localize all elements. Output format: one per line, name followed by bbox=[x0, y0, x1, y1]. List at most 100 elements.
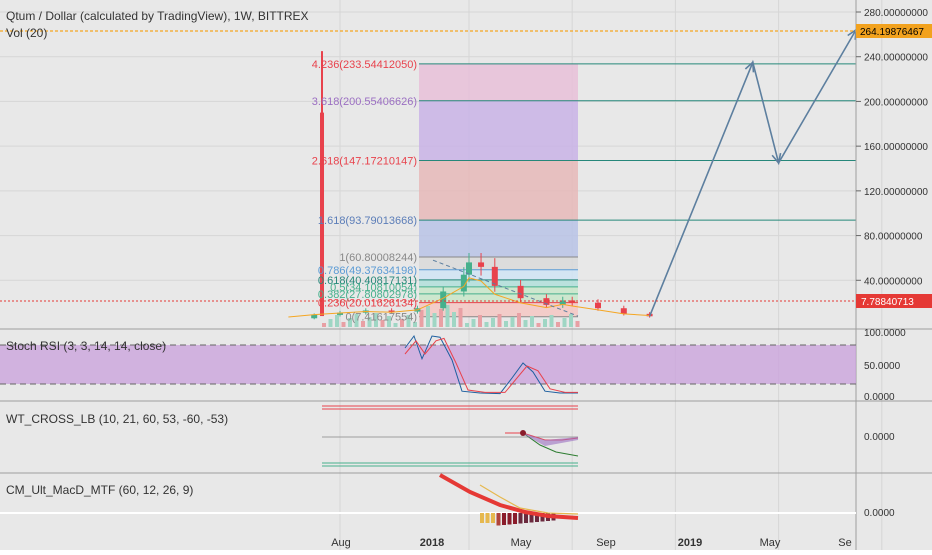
macd-bar bbox=[513, 513, 517, 524]
volume-bar bbox=[549, 315, 554, 327]
volume-bar bbox=[354, 314, 359, 327]
time-tick-label: Aug bbox=[331, 537, 351, 549]
wt-cross-label[interactable]: WT_CROSS_LB (10, 21, 60, 53, -60, -53) bbox=[6, 412, 228, 426]
fib-zone bbox=[419, 220, 578, 258]
target-badge-label: 264.19876467 bbox=[860, 27, 924, 38]
fib-label: 4.236(233.54412050) bbox=[312, 59, 417, 71]
volume-bar bbox=[471, 319, 476, 327]
stoch-tick-label: 50.0000 bbox=[864, 361, 901, 372]
time-axis: Aug 2018 May Sep 2019 May Se bbox=[331, 537, 852, 549]
price-tick-label: 80.00000000 bbox=[864, 232, 923, 243]
macd-label[interactable]: CM_Ult_MacD_MTF (60, 12, 26, 9) bbox=[6, 483, 193, 497]
candle-body bbox=[311, 314, 318, 319]
volume-bar bbox=[426, 306, 430, 327]
fib-zone bbox=[419, 293, 578, 303]
fib-zone bbox=[419, 100, 578, 161]
candle-body bbox=[337, 312, 343, 315]
macd-bar bbox=[480, 513, 484, 523]
volume-bar bbox=[491, 318, 495, 327]
price-tick-label: 240.00000000 bbox=[864, 53, 928, 64]
fib-label: 0.5(34.10810054) bbox=[330, 282, 417, 294]
time-tick-label: May bbox=[511, 537, 532, 549]
volume-bar bbox=[530, 316, 534, 327]
volume-bar bbox=[419, 310, 424, 327]
candle-body bbox=[466, 262, 472, 275]
macd-tick-label: 0.0000 bbox=[864, 508, 895, 519]
volume-bar bbox=[569, 314, 573, 327]
volume-bar bbox=[517, 313, 521, 327]
arrowhead bbox=[771, 152, 782, 165]
volume-bar bbox=[367, 317, 372, 327]
target-badge bbox=[856, 24, 932, 38]
volume-bar bbox=[361, 321, 365, 327]
candle-body bbox=[320, 112, 324, 317]
volume-bar bbox=[348, 318, 352, 327]
stoch-tick-label: 100.0000 bbox=[864, 328, 906, 339]
macd-bar bbox=[524, 513, 528, 523]
volume-bar bbox=[380, 320, 385, 327]
time-tick-label: Sep bbox=[596, 537, 616, 549]
price-tick-label: 120.00000000 bbox=[864, 187, 928, 198]
fib-label: 3.618(200.55406626) bbox=[312, 96, 417, 108]
wt-cross-dot bbox=[520, 430, 526, 436]
stoch-rsi-label[interactable]: Stoch RSI (3, 3, 14, 14, close) bbox=[6, 339, 166, 353]
stoch-rsi-lines bbox=[404, 334, 578, 395]
candle-body bbox=[569, 300, 576, 303]
volume-bar bbox=[445, 305, 450, 327]
candle-body bbox=[491, 266, 498, 286]
volume-bar bbox=[458, 308, 463, 327]
candle-body bbox=[595, 302, 601, 309]
fib-label: 0.382(27.80802978) bbox=[318, 289, 417, 301]
volume-bar bbox=[328, 319, 333, 327]
price-tick-label: 200.00000000 bbox=[864, 97, 928, 108]
macd-bar bbox=[485, 513, 490, 523]
wt-tick-label: 0.0000 bbox=[864, 432, 895, 443]
macd-bar bbox=[491, 513, 495, 523]
macd-bar bbox=[502, 513, 506, 525]
price-tick-label: 280.00000000 bbox=[864, 8, 928, 19]
time-tick-label: Se bbox=[838, 537, 851, 549]
candle-body bbox=[440, 291, 447, 309]
volume-label: Vol (20) bbox=[6, 26, 47, 40]
time-tick-label: 2019 bbox=[678, 537, 702, 549]
time-tick-label: 2018 bbox=[420, 537, 444, 549]
volume-bar bbox=[543, 319, 547, 327]
price-tick-label: 160.00000000 bbox=[864, 142, 928, 153]
volume-bar bbox=[439, 309, 443, 327]
candle-body bbox=[543, 298, 550, 305]
projection-path[interactable] bbox=[648, 29, 857, 317]
fib-zone bbox=[419, 257, 578, 270]
volume-bar bbox=[523, 320, 528, 327]
stoch-tick-label: 0.0000 bbox=[864, 392, 895, 403]
fib-label: 1(60.80008244) bbox=[339, 252, 417, 264]
fib-label: 0(7.41617554) bbox=[345, 312, 417, 324]
fib-labels: 4.236(233.54412050) 3.618(200.55406626) 2.… bbox=[312, 59, 417, 324]
volume-bar bbox=[497, 314, 502, 327]
macd-bar bbox=[496, 513, 501, 526]
stoch-rsi-band bbox=[0, 345, 856, 384]
volume-bar bbox=[504, 321, 508, 327]
fib-zone bbox=[419, 279, 578, 287]
volume-bar bbox=[393, 323, 398, 327]
macd-bar bbox=[535, 513, 539, 522]
last-price-badge bbox=[856, 294, 932, 308]
volume-bar bbox=[400, 319, 404, 327]
price-tick-label: 40.00000000 bbox=[864, 276, 923, 287]
macd-bar bbox=[540, 513, 545, 522]
candle-body bbox=[620, 308, 627, 314]
volume-bar bbox=[413, 322, 417, 327]
macd-bar bbox=[518, 513, 523, 524]
macd-signal-line bbox=[479, 484, 579, 515]
volume-bar bbox=[536, 323, 541, 327]
candle-body bbox=[559, 300, 566, 305]
fib-zone bbox=[419, 269, 578, 280]
volume-bars bbox=[322, 305, 580, 327]
trend-line bbox=[432, 259, 579, 317]
volume-bar bbox=[465, 323, 469, 327]
fib-lines bbox=[419, 63, 856, 318]
volume-bar bbox=[335, 315, 339, 327]
chart-title: Qtum / Dollar (calculated by TradingView… bbox=[6, 9, 309, 23]
fib-zone bbox=[419, 160, 578, 221]
